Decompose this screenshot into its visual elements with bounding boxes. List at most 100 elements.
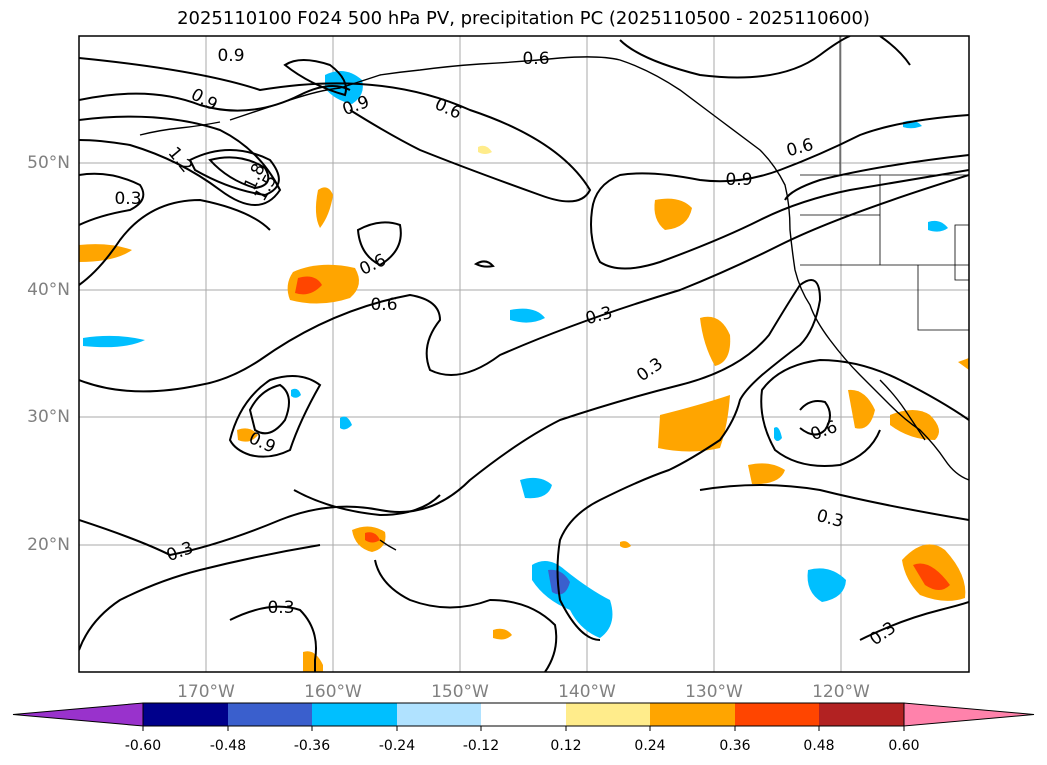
- colorbar-tick-label: -0.24: [379, 738, 415, 754]
- coastline: [879, 379, 926, 441]
- precip-blob: [478, 145, 492, 154]
- pv-contour-line: [283, 59, 347, 97]
- colorbar-segment: [481, 703, 566, 726]
- colorbar-extend-high: [903, 702, 1035, 727]
- pv-contour-line: [799, 400, 831, 436]
- precip-blob: [365, 532, 380, 543]
- contour-label: 0.6: [370, 295, 397, 315]
- precip-blob: [237, 428, 258, 442]
- precip-blob: [493, 628, 512, 640]
- precip-blob: [958, 358, 969, 370]
- contour-label: 0.6: [357, 250, 390, 280]
- colorbar-tick-label: 0.12: [550, 738, 581, 754]
- precip-blob: [510, 308, 545, 323]
- colorbar-segment: [735, 703, 819, 726]
- lon-label: 120°W: [812, 682, 870, 702]
- pv-contour-line: [79, 174, 969, 393]
- precip-blob: [928, 220, 948, 232]
- pv-contour-line: [374, 559, 558, 672]
- precip-blob: [303, 651, 323, 672]
- pv-contour-line: [473, 260, 495, 268]
- pv-contour-line: [590, 114, 969, 270]
- precip-blob: [807, 568, 846, 602]
- pv-contour-line: [228, 375, 322, 458]
- coastline: [229, 56, 969, 481]
- colorbar-segment: [312, 703, 397, 726]
- colorbar-tick-label: -0.36: [294, 738, 330, 754]
- precip-blob: [748, 463, 785, 485]
- pv-contour-line: [79, 57, 592, 203]
- colorbar-tick-label: -0.12: [463, 738, 499, 754]
- contour-label: 0.6: [522, 49, 549, 69]
- precip-blob: [658, 395, 730, 452]
- precip-blob: [654, 198, 692, 230]
- pv-contour-line: [208, 156, 270, 190]
- colorbar-tick-label: 0.60: [888, 738, 919, 754]
- contour-label: 0.3: [633, 354, 667, 386]
- precip-blob: [700, 316, 731, 366]
- pv-contour-line: [760, 358, 969, 467]
- precip-blob: [79, 244, 132, 262]
- pv-contour-line: [879, 36, 911, 66]
- state-borders: [800, 36, 969, 331]
- pv-contour-line: [859, 601, 969, 641]
- precip-blob: [848, 389, 875, 429]
- contour-label: 0.3: [267, 598, 294, 618]
- lon-label: 160°W: [304, 682, 362, 702]
- precip-blob: [83, 335, 145, 348]
- colorbar-tick-label: 0.48: [803, 738, 834, 754]
- pv-contour-line: [79, 85, 351, 112]
- coastline: [139, 121, 221, 136]
- map-title: 2025110100 F024 500 hPa PV, precipitatio…: [177, 8, 870, 29]
- colorbar: -0.60 -0.48 -0.36 -0.24 -0.12 0.12 0.24 …: [12, 702, 1035, 754]
- colorbar-tick-label: 0.24: [634, 738, 665, 754]
- precip-blob: [548, 569, 570, 595]
- contour-label: 0.9: [187, 85, 220, 116]
- pv-contour-line: [248, 383, 290, 435]
- colorbar-segment: [566, 703, 650, 726]
- precip-blob: [520, 477, 552, 499]
- lon-label: 140°W: [558, 682, 616, 702]
- precip-shading: [79, 71, 969, 672]
- pv-contour-line: [619, 36, 851, 79]
- lon-label: 150°W: [431, 682, 489, 702]
- contour-label: 0.3: [866, 618, 900, 650]
- pv-contour-line: [293, 489, 441, 517]
- precip-blob: [620, 541, 631, 548]
- precip-blob: [913, 563, 950, 590]
- pv-contour-line: [229, 605, 317, 672]
- contour-label: 0.6: [808, 417, 840, 445]
- precip-blob: [295, 276, 322, 295]
- pv-contour-line: [699, 484, 969, 521]
- pv-contour-line: [79, 198, 271, 286]
- pv-contour-line: [188, 149, 280, 197]
- pv-contour-line: [79, 544, 321, 651]
- precip-blob: [774, 427, 782, 441]
- pv-contour-line: [79, 115, 282, 206]
- colorbar-tick-label: -0.48: [210, 738, 246, 754]
- contour-label: 0.3: [164, 538, 196, 566]
- precip-blob: [315, 187, 333, 228]
- colorbar-segment: [228, 703, 312, 726]
- pv-contour-line: [356, 221, 402, 267]
- lon-axis-labels: 170°W 160°W 150°W 140°W 130°W 120°W: [177, 682, 870, 702]
- precip-blob: [532, 561, 613, 638]
- contour-label: 0.3: [583, 303, 614, 329]
- precip-blob: [291, 388, 301, 398]
- colorbar-segment: [650, 703, 735, 726]
- colorbar-extend-low: [12, 702, 144, 727]
- lat-label: 20°N: [27, 535, 70, 555]
- lon-label: 170°W: [177, 682, 235, 702]
- colorbar-frame: [142, 702, 905, 727]
- contour-label: 0.9: [217, 46, 244, 66]
- lat-label: 40°N: [27, 280, 70, 300]
- colorbar-segment: [397, 703, 481, 726]
- lat-axis-labels: 50°N 40°N 30°N 20°N: [27, 153, 70, 555]
- coastline: [379, 539, 397, 551]
- lat-label: 50°N: [27, 153, 70, 173]
- contour-label: 0.3: [114, 189, 141, 209]
- lon-label: 130°W: [685, 682, 743, 702]
- lat-label: 30°N: [27, 407, 70, 427]
- coastlines: [139, 36, 969, 551]
